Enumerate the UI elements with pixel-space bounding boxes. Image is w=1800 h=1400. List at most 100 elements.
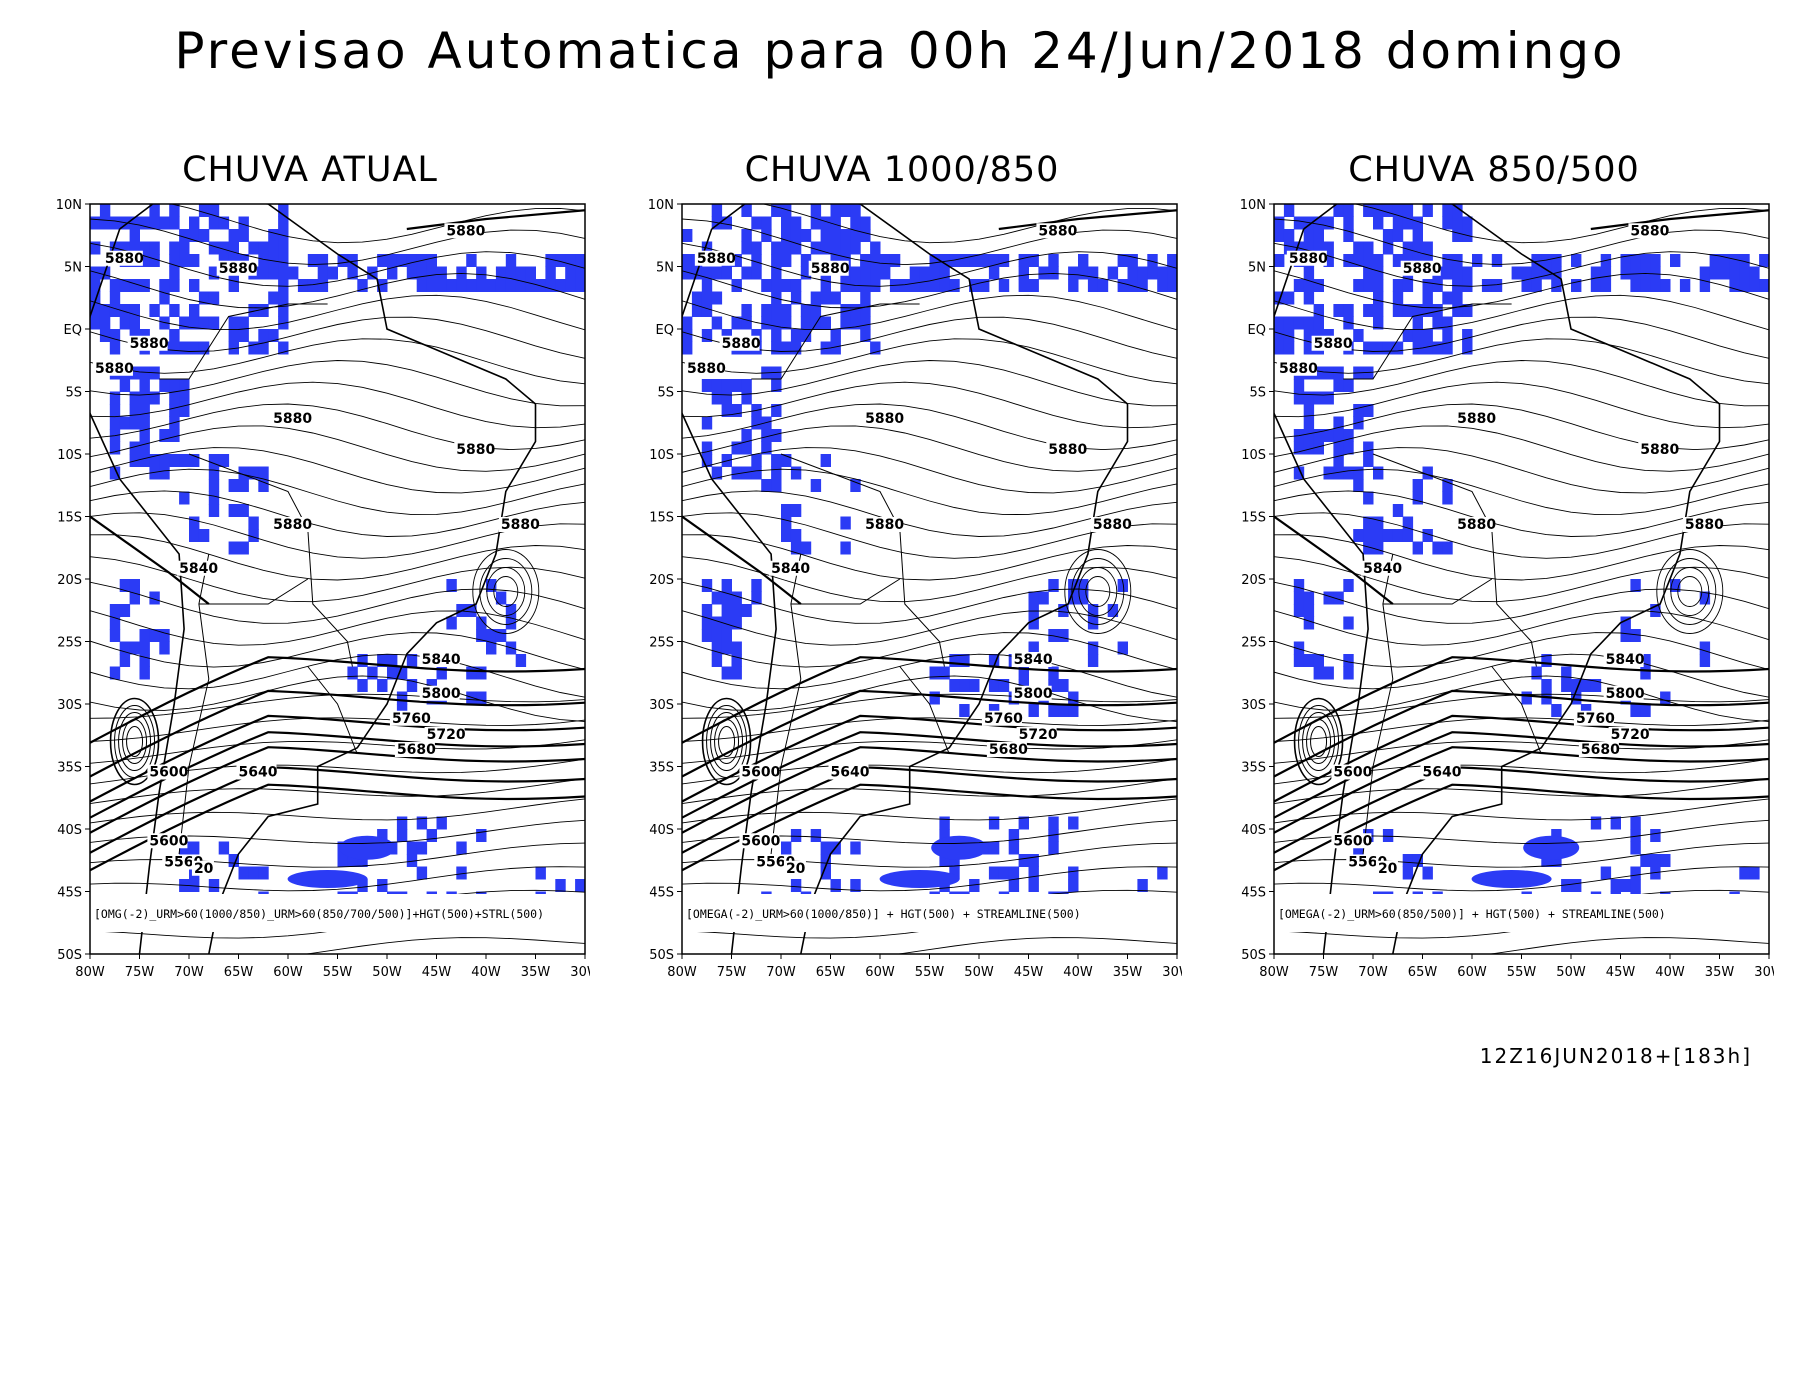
border-line <box>1362 553 1394 855</box>
rain-cell <box>159 279 170 292</box>
streamline <box>1274 468 1769 516</box>
rain-cell <box>1293 641 1305 655</box>
streamline <box>1274 632 1769 671</box>
rain-cell <box>169 429 180 442</box>
rain-cell <box>238 541 249 555</box>
rain-cell <box>446 616 457 630</box>
rain-cell <box>721 591 732 605</box>
rain-cell <box>238 254 249 267</box>
contour-label: 5880 <box>1457 517 1496 533</box>
contour-label: 5880 <box>697 251 736 267</box>
rain-cell <box>1293 391 1305 405</box>
rain-cell <box>228 254 239 267</box>
lat-label: 40S <box>57 823 82 838</box>
rain-cell <box>1571 279 1582 292</box>
rain-cell <box>998 279 1010 292</box>
contour-label: 5640 <box>239 765 278 781</box>
contour-label: 5880 <box>1279 361 1318 377</box>
rain-cell <box>1363 454 1374 467</box>
rain-cell <box>840 204 851 217</box>
contour-label-bg <box>1603 685 1644 701</box>
rain-cell <box>701 579 713 592</box>
rain-cell <box>129 366 140 380</box>
rain-cell <box>278 254 289 267</box>
rain-cell <box>218 841 230 855</box>
streamline <box>90 866 585 892</box>
rain-cell <box>228 504 239 517</box>
rain-cell <box>228 229 239 242</box>
streamline <box>682 360 1177 407</box>
anticyclone-ring <box>479 558 533 625</box>
rain-cell <box>830 229 841 242</box>
rain-cell <box>1323 591 1334 605</box>
streamline <box>90 778 585 805</box>
rain-cell <box>711 654 723 667</box>
rain-cell <box>840 241 851 255</box>
rain-cell <box>278 241 289 255</box>
rain-cell <box>979 254 990 267</box>
rain-cell <box>929 691 940 705</box>
rain-cell <box>1343 379 1354 392</box>
contour-label-bg <box>454 442 495 457</box>
rain-cell <box>198 341 210 355</box>
contour-label: 5880 <box>865 411 904 427</box>
rain-cell <box>1541 654 1552 667</box>
rain-cell <box>208 479 220 492</box>
rain-cell <box>741 429 752 442</box>
rain-cell <box>1392 341 1404 355</box>
rain-cell <box>189 279 200 292</box>
rain-cell <box>139 441 150 455</box>
rain-cell <box>258 479 269 492</box>
rain-cell <box>149 216 160 230</box>
border-line <box>1491 666 1542 755</box>
rain-cell <box>1363 266 1374 280</box>
rain-cell <box>129 216 140 230</box>
lon-label: 50W <box>964 965 994 980</box>
lon-label: 60W <box>1457 965 1487 980</box>
rain-cell <box>1709 266 1720 280</box>
rain-cell <box>781 529 792 542</box>
contour-label: 5880 <box>130 336 169 352</box>
rain-cell <box>1028 641 1039 655</box>
rain-cell <box>278 279 289 292</box>
rain-cell <box>1343 654 1354 667</box>
contour-label: 5600 <box>741 833 780 849</box>
streamline <box>90 381 585 429</box>
rain-cell <box>129 441 140 455</box>
rain-cell <box>880 254 891 267</box>
contour-label-bg <box>424 727 465 742</box>
lon-label: 55W <box>915 965 945 980</box>
rain-cell <box>751 254 762 267</box>
rain-cell <box>139 416 150 430</box>
rain-cell <box>377 829 388 842</box>
height-contour <box>682 714 1177 803</box>
height-contour <box>682 656 1177 744</box>
rain-cell <box>949 854 960 867</box>
border-line <box>1343 303 1512 380</box>
rain-cell <box>1491 254 1503 267</box>
rain-cell <box>1293 654 1305 667</box>
lon-label: 55W <box>323 965 353 980</box>
rain-cell <box>820 316 831 330</box>
rain-cell <box>1640 654 1651 667</box>
rain-cell <box>751 579 762 592</box>
contour-labels: 5880 5880 5880 5880 5880 5880 5880 5880 5880 5840… <box>684 223 1132 877</box>
contour-label: 5600 <box>1333 833 1372 849</box>
contour-label: 5880 <box>273 411 312 427</box>
rain-cell <box>426 266 437 280</box>
rain-cell <box>761 229 772 242</box>
rain-cell <box>939 279 950 292</box>
rain-cell <box>208 879 220 892</box>
rain-cell <box>1363 404 1374 417</box>
rain-cell <box>909 279 921 292</box>
streamline <box>90 512 585 559</box>
rain-cell <box>1650 254 1661 267</box>
rain-cell <box>1303 329 1315 342</box>
contour-label: 5880 <box>722 336 761 352</box>
lon-label: 75W <box>1309 965 1339 980</box>
rain-cell <box>466 604 477 617</box>
anticyclone-ring <box>493 576 519 607</box>
rain-cell <box>1323 216 1334 230</box>
rain-cell <box>1402 279 1414 292</box>
lat-label: 15S <box>649 511 674 526</box>
